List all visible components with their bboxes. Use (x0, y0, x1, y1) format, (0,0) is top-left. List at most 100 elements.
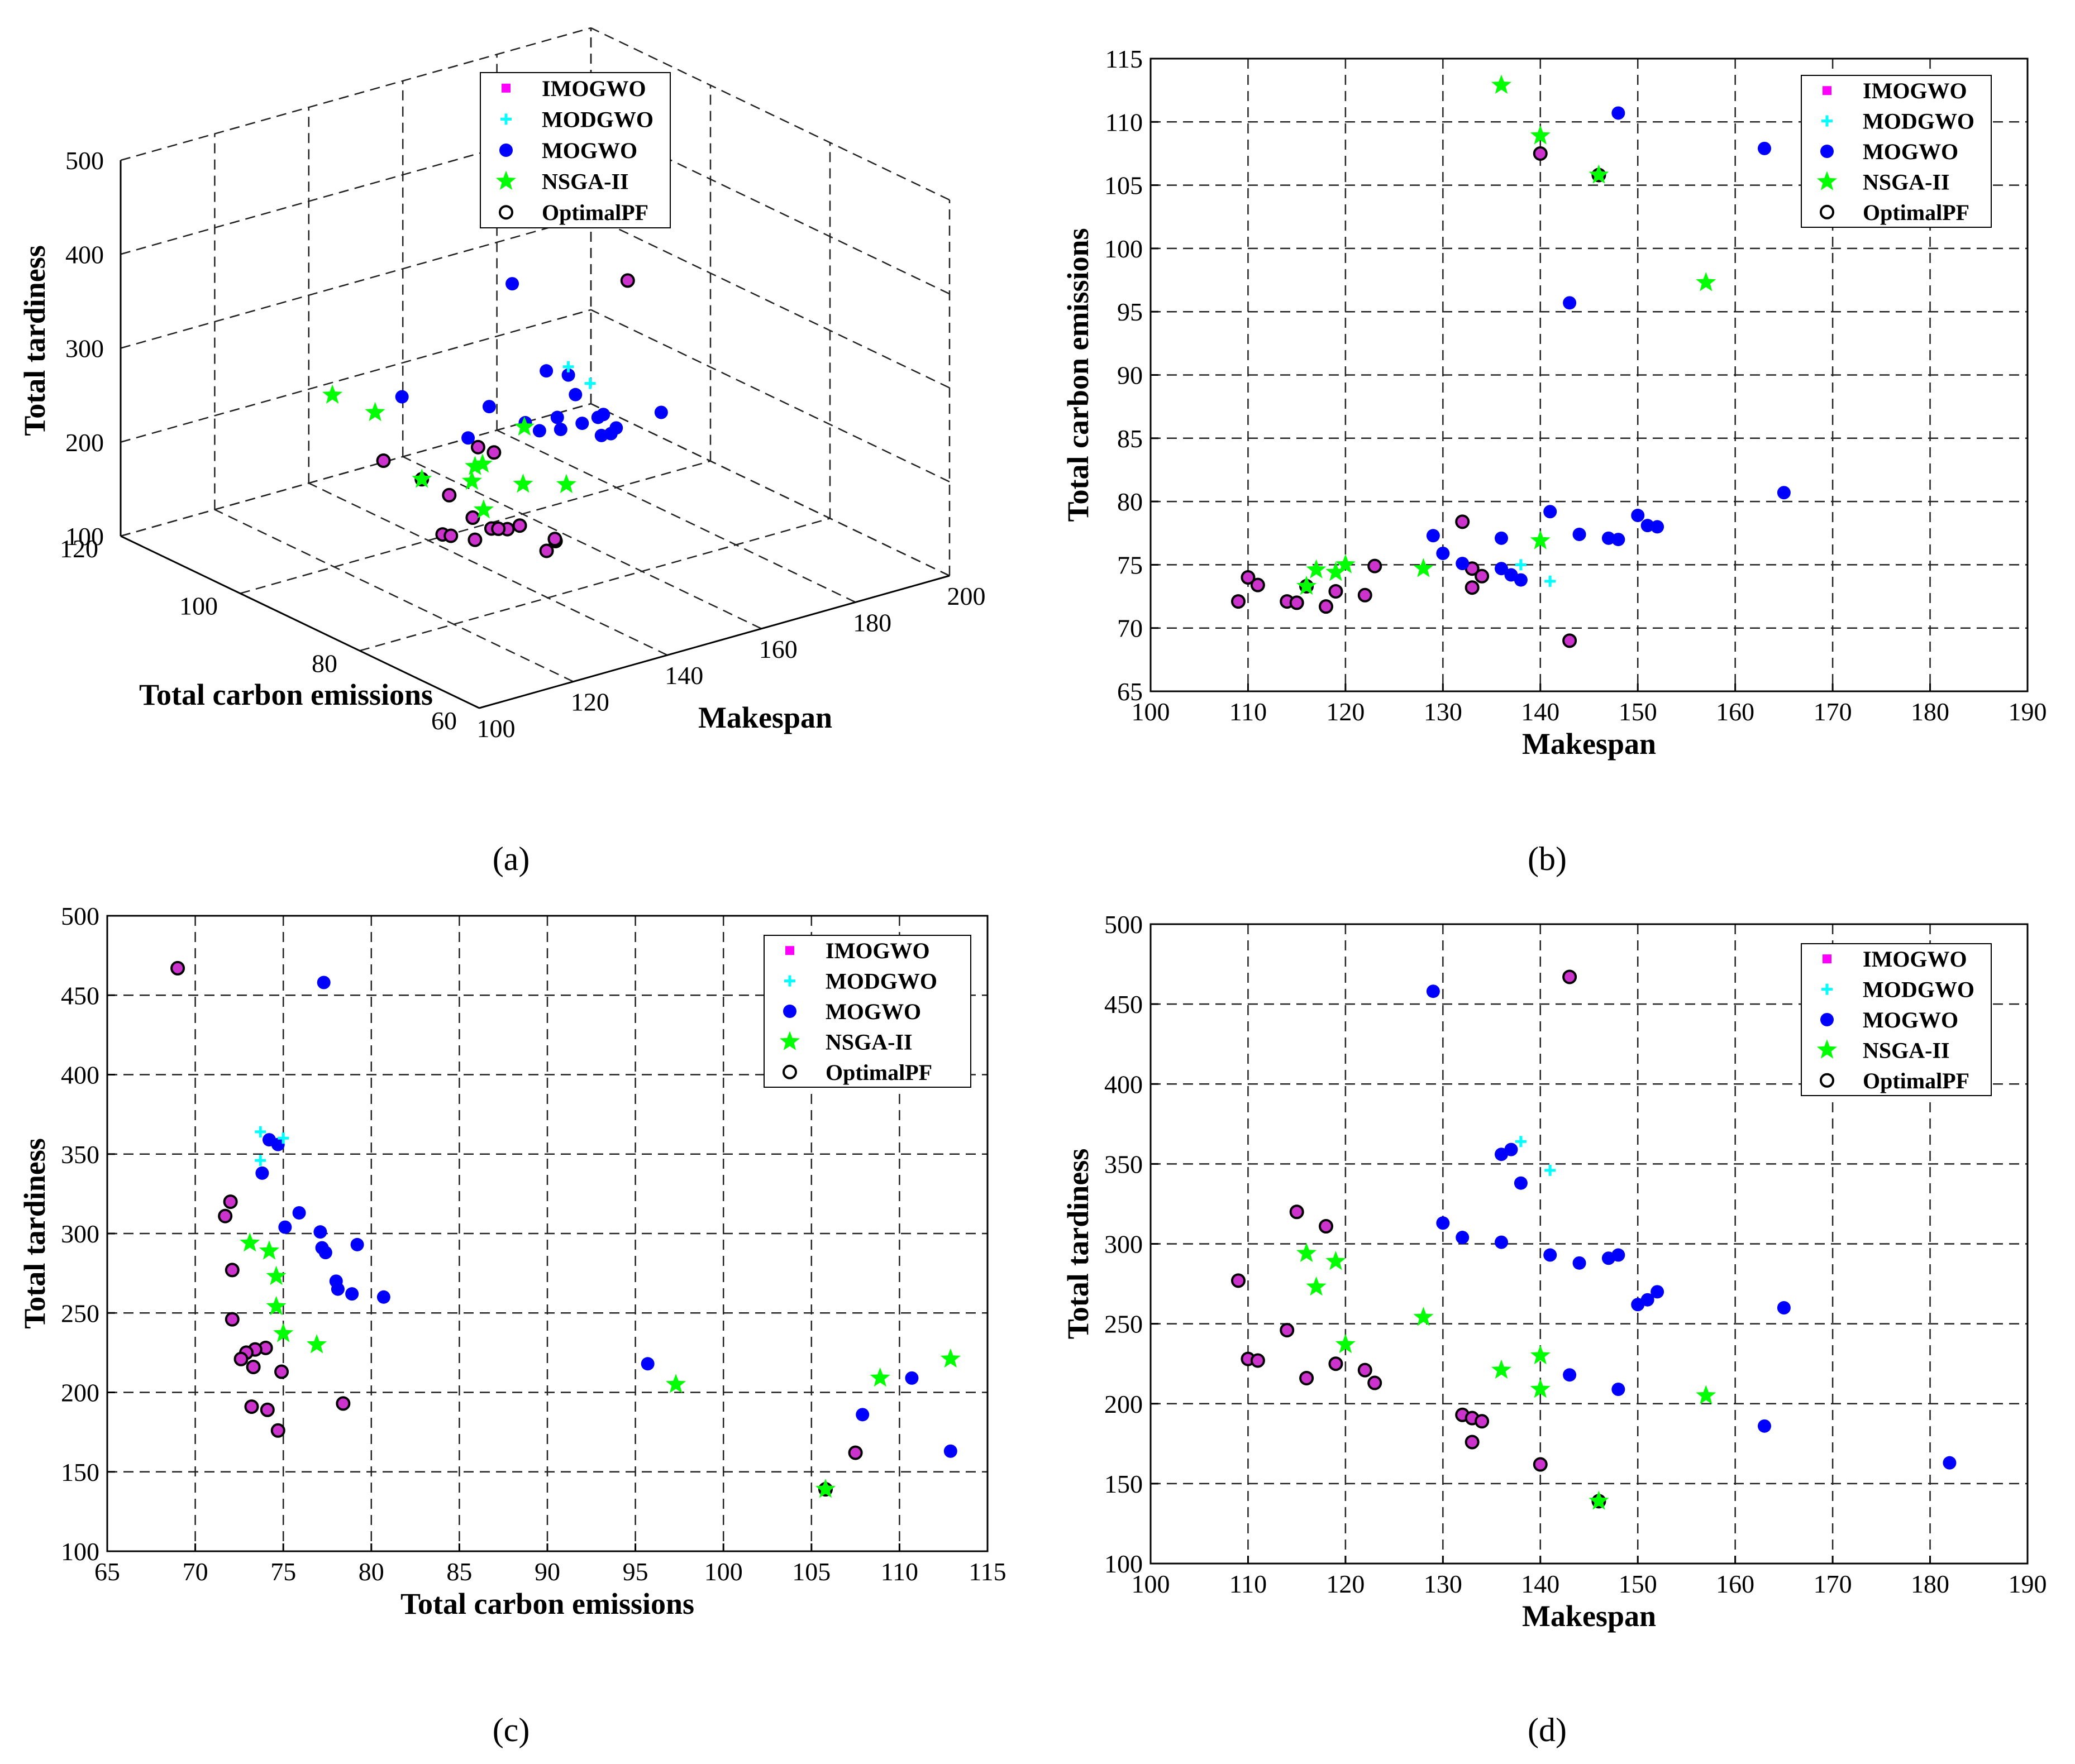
panel-d-legend-marker-modgwo (1821, 983, 1833, 995)
optimalpf-panel-b-point (1475, 568, 1490, 584)
optimalpf-panel-b-point (1455, 514, 1470, 529)
mogwo-panel-a-point (575, 417, 589, 431)
optimalpf-panel-b-point (1533, 146, 1548, 161)
panel-c-legend-box (764, 935, 971, 1088)
optimalpf-panel-d-point (1328, 1356, 1343, 1371)
panel-b-xtick-label: 190 (2009, 697, 2047, 726)
panel-c-legend-label: OptimalPF (826, 1060, 932, 1085)
panel-a-xtick-label: 140 (665, 661, 703, 690)
nsga-ii-panel-c-point (240, 1232, 260, 1252)
panel-b-xtick-label: 120 (1326, 697, 1365, 726)
panel-b-legend-label: OptimalPF (1863, 200, 1969, 225)
optimalpf-panel-c-point (225, 1263, 240, 1278)
panel-d-legend-marker-imogwo (1823, 954, 1831, 964)
panel-a-backwall-hgridline (120, 27, 592, 161)
panel-b-ytick-label: 105 (1104, 171, 1143, 200)
panel-a-ylabel: Total carbon emissions (139, 678, 433, 711)
panel-d-xtick-label: 140 (1521, 1570, 1559, 1598)
mogwo-panel-b-point (1631, 509, 1645, 523)
panel-c-xtick-label: 115 (969, 1557, 1006, 1586)
panel-d-legend-item: NSGA-II (1816, 1038, 1950, 1063)
mogwo-panel-d-point (1777, 1301, 1791, 1314)
mogwo-panel-c-point (943, 1444, 957, 1458)
mogwo-panel-a-point (461, 431, 475, 445)
panel-a-legend-label: NSGA-II (542, 169, 629, 194)
panel-d-xtick-label: 150 (1619, 1570, 1657, 1598)
optimalpf-panel-a-point (620, 273, 635, 288)
mogwo-panel-a-point (395, 390, 409, 404)
panel-c-ytick-label: 250 (61, 1299, 99, 1327)
mogwo-panel-a-point (505, 277, 519, 291)
mogwo-panel-c-point (641, 1357, 655, 1371)
panel-d-legend-marker-optimalpf (1820, 1073, 1834, 1088)
optimalpf-panel-a-point (512, 518, 527, 533)
mogwo-panel-b-point (1611, 106, 1625, 120)
optimalpf-panel-b-point (1231, 594, 1246, 609)
panel-b-ytick-label: 80 (1117, 487, 1143, 516)
modgwo-panel-b-point (1544, 575, 1556, 587)
panel-b-legend-marker-imogwo (1823, 86, 1831, 95)
panel-c-xtick-label: 85 (446, 1557, 472, 1586)
optimalpf-panel-b-point (1289, 595, 1304, 610)
optimalpf-panel-c-point (170, 960, 185, 976)
panel-c-legend-marker-mogwo (783, 1005, 796, 1018)
mogwo-panel-d-point (1563, 1368, 1577, 1382)
panel-a-floor-gridline (359, 518, 831, 652)
optimalpf-panel-a-point (442, 487, 457, 503)
optimalpf-panel-c-point (218, 1208, 233, 1223)
caption-d: (d) (1528, 1712, 1567, 1748)
mogwo-panel-c-point (345, 1287, 359, 1301)
optimalpf-panel-d-point (1289, 1204, 1304, 1220)
panel-b-legend-label: MOGWO (1863, 139, 1958, 164)
panel-b-ytick-label: 110 (1105, 108, 1143, 136)
panel-c-xtick-label: 70 (183, 1557, 208, 1586)
panel-d-legend-item: MOGWO (1820, 1007, 1958, 1032)
optimalpf-panel-d-point (1367, 1375, 1382, 1390)
optimalpf-panel-d-point (1231, 1273, 1246, 1288)
panel-a-legend-item: NSGA-II (495, 169, 629, 194)
nsga-ii-panel-d-point (1325, 1251, 1346, 1270)
nsga-ii-panel-d-point (1296, 1242, 1317, 1262)
panel-a-carbon-axis (120, 535, 480, 709)
panel-c-xtick-label: 80 (359, 1557, 384, 1586)
panel-d-xtick-label: 190 (2009, 1570, 2047, 1598)
mogwo-panel-b-point (1651, 520, 1664, 534)
panel-c-legend-item: MODGWO (784, 969, 937, 994)
mogwo-panel-b-point (1495, 531, 1508, 545)
caption-c: (c) (493, 1712, 530, 1748)
optimalpf-panel-d-point (1562, 969, 1577, 984)
nsga-ii-panel-c-point (259, 1240, 280, 1260)
panel-a-ztick-label: 300 (65, 334, 104, 363)
panel-d-legend-label: MODGWO (1863, 977, 1974, 1002)
mogwo-panel-d-point (1504, 1142, 1518, 1156)
optimalpf-panel-c-point (244, 1399, 259, 1414)
panel-c-ytick-label: 500 (61, 902, 99, 930)
panel-d-legend-item: MODGWO (1821, 977, 1974, 1002)
panel-a-legend-item: IMOGWO (502, 76, 646, 101)
panel-a-legend-item: MOGWO (499, 138, 637, 163)
mogwo-panel-c-point (350, 1237, 364, 1251)
panel-b-ytick-label: 100 (1104, 235, 1143, 263)
panel-d-data-points (1231, 969, 1957, 1510)
nsga-ii-panel-b-point (1696, 272, 1716, 291)
nsga-ii-panel-c-point (666, 1374, 686, 1393)
panel-b-scatter: 100 110 120 130 140 150 160 170 180 190 65 70 75 80 85… (1061, 45, 2047, 761)
panel-a-legend-marker-modgwo (500, 113, 512, 125)
mogwo-panel-d-point (1640, 1293, 1654, 1307)
panel-c-legend-label: IMOGWO (826, 938, 930, 963)
panel-a-backwall-hgridline (120, 215, 592, 349)
mogwo-panel-a-point (609, 421, 623, 435)
panel-a-xtick-label: 180 (853, 608, 891, 637)
optimalpf-panel-a-point (539, 543, 554, 558)
panel-b-legend-item: NSGA-II (1816, 169, 1950, 194)
optimalpf-panel-a-point (468, 532, 483, 547)
mogwo-panel-d-point (1758, 1419, 1771, 1433)
panel-b-legend-label: NSGA-II (1863, 169, 1950, 194)
panel-a-legend-label: IMOGWO (542, 76, 646, 101)
mogwo-panel-d-point (1514, 1176, 1528, 1190)
optimalpf-panel-b-point (1465, 580, 1480, 595)
mogwo-panel-b-point (1426, 529, 1440, 543)
panel-b-legend-item: OptimalPF (1820, 200, 1969, 225)
optimalpf-panel-d-point (1319, 1219, 1333, 1234)
mogwo-panel-a-point (532, 424, 546, 438)
